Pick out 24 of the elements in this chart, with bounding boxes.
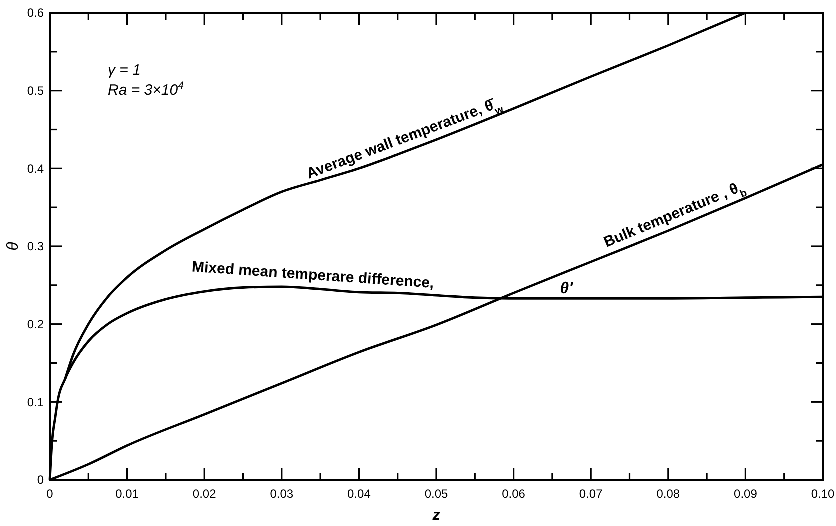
y-tick-label: 0.5 <box>27 84 44 98</box>
y-axis-title: θ <box>5 242 22 251</box>
x-tick-label: 0.10 <box>811 487 835 501</box>
y-tick-label: 0.6 <box>27 6 44 20</box>
x-tick-label: 0.07 <box>579 487 604 501</box>
y-tick-label: 0.3 <box>27 240 44 254</box>
x-tick-label: 0.08 <box>656 487 680 501</box>
x-tick-label: 0.09 <box>734 487 758 501</box>
y-tick-label: 0.1 <box>27 395 44 410</box>
y-tick-label: 0.2 <box>27 318 44 332</box>
x-tick-label: 0.01 <box>116 487 140 501</box>
annotation: Ra = 3×10$^{4}$ <box>108 80 184 99</box>
y-tick-label: 0 <box>37 473 44 488</box>
x-tick-label: 0.06 <box>502 487 526 501</box>
annotation: θ′ <box>560 280 574 298</box>
x-tick-label: 0.05 <box>424 487 448 501</box>
annotation: γ = 1 <box>108 62 141 79</box>
x-tick-label: 0.03 <box>270 487 294 501</box>
x-tick-label: 0.02 <box>192 487 217 501</box>
x-axis-title: z <box>432 507 441 524</box>
x-tick-label: 0.04 <box>348 487 372 501</box>
y-tick-label: 0.4 <box>27 162 44 176</box>
series-label: Mixed mean temperare difference, <box>192 258 435 292</box>
x-tick-label: 0 <box>46 487 54 501</box>
